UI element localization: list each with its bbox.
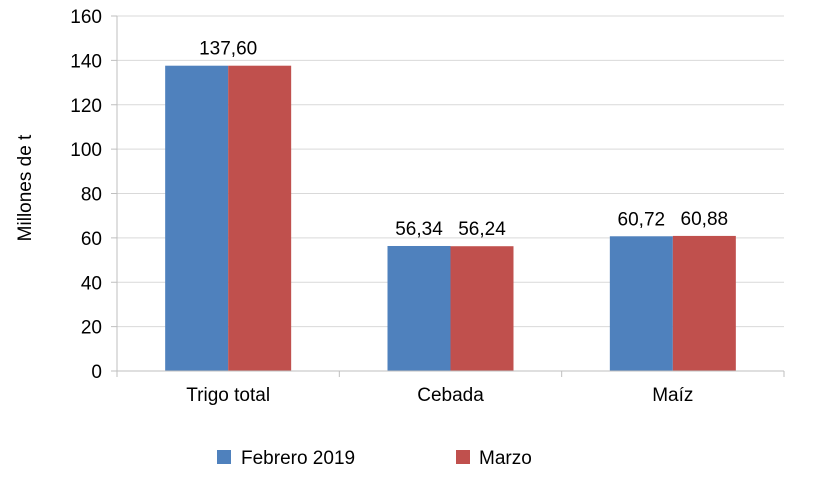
data-labels: 137,60 56,34 56,24 60,72 60,88 — [199, 39, 728, 241]
legend-swatch-series-1 — [456, 450, 470, 464]
y-tick-label-60: 60 — [81, 229, 102, 250]
data-label-trigo-total-group: 137,60 — [199, 39, 257, 60]
bars — [165, 65, 736, 371]
y-axis-title: Millones de t — [15, 134, 36, 241]
axes: 0 20 40 60 80 100 120 140 160 Trigo total Cebada Ma… — [70, 7, 785, 406]
bar-ma-z-series-1 — [672, 235, 736, 371]
legend-label-series-1: Marzo — [479, 448, 532, 469]
y-tick-label-140: 140 — [70, 51, 102, 72]
x-tick-label-cebada: Cebada — [417, 385, 484, 406]
y-tick-label-40: 40 — [81, 273, 102, 294]
x-tick-label-ma-z: Maíz — [652, 385, 693, 406]
data-label-cebada-series-1: 56,24 — [458, 219, 506, 240]
bar-ma-z-series-0 — [609, 236, 673, 371]
y-tick-label-100: 100 — [70, 140, 102, 161]
y-tick-label-0: 0 — [91, 362, 102, 383]
x-tick-label-trigo-total: Trigo total — [186, 385, 270, 406]
legend: Febrero 2019 Marzo — [217, 448, 532, 469]
y-tick-label-160: 160 — [70, 7, 102, 28]
legend-label-series-0: Febrero 2019 — [241, 448, 355, 469]
legend-swatch-series-0 — [217, 450, 231, 464]
data-label-ma-z-series-0: 60,72 — [618, 209, 666, 230]
bar-cebada-series-1 — [450, 246, 514, 371]
y-tick-label-80: 80 — [81, 185, 102, 206]
bar-trigo-total-series-0 — [165, 65, 229, 371]
data-label-ma-z-series-1: 60,88 — [681, 209, 729, 230]
data-label-cebada-series-0: 56,34 — [395, 219, 443, 240]
bar-trigo-total-series-1 — [228, 65, 292, 371]
y-tick-label-20: 20 — [81, 318, 102, 339]
bar-cebada-series-0 — [387, 245, 451, 371]
y-tick-label-120: 120 — [70, 96, 102, 117]
